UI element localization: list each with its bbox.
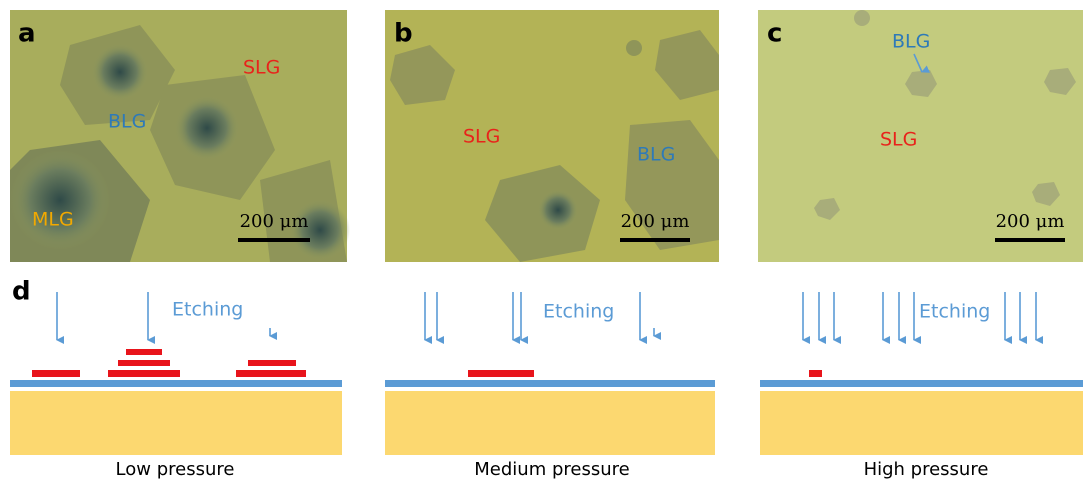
annotation: BLG (892, 31, 930, 53)
annotation: SLG (880, 129, 917, 151)
scale-label: 200 μm (621, 211, 690, 232)
caption: Low pressure (116, 459, 235, 480)
annotation: BLG (637, 144, 675, 166)
annotation: SLG (243, 57, 280, 79)
panel-label: c (767, 19, 782, 49)
scale-bar (238, 238, 310, 242)
annotation: MLG (32, 209, 74, 231)
scale-label: 200 μm (996, 211, 1065, 232)
etching-label: Etching (172, 299, 243, 321)
caption: Medium pressure (474, 459, 629, 480)
scale-bar (995, 238, 1065, 242)
annotation: SLG (463, 126, 500, 148)
figure: a SLG BLG MLG 200 μm b SLG BLG 200 μm c … (0, 0, 1086, 483)
micrograph-b: b SLG BLG 200 μm (385, 10, 719, 262)
panel-label: d (12, 277, 31, 307)
etching-label: Etching (543, 301, 614, 323)
micrograph-a: a SLG BLG MLG 200 μm (10, 10, 350, 262)
micrograph-c: c BLG SLG 200 μm (758, 10, 1083, 262)
etching-label: Etching (919, 301, 990, 323)
schematic-medium: Etching Medium pressure (385, 292, 715, 480)
panel-label: a (18, 19, 36, 49)
schematic-low: Etching Low pressure (10, 292, 342, 480)
scale-label: 200 μm (240, 211, 309, 232)
caption: High pressure (864, 459, 989, 480)
panel-label: b (394, 19, 413, 49)
annotation: BLG (108, 111, 146, 133)
schematic-high: Etching High pressure (760, 292, 1083, 480)
scale-bar (620, 238, 690, 242)
